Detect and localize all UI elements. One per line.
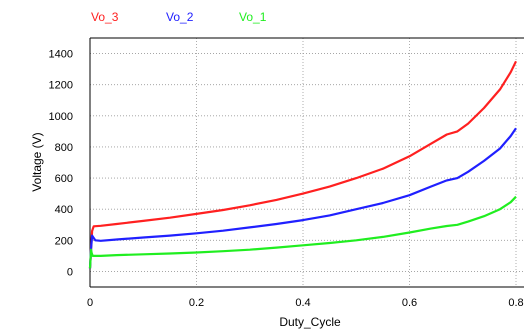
y-tick-labels: 0 200 400 600 800 1000 1200 1400 [49,49,73,279]
series-group [88,60,517,269]
x-tick-labels: 0 0.2 0.4 0.6 0.8 [87,297,524,309]
x-tick-label: 0.8 [508,297,523,309]
y-tick-label: 1200 [49,80,73,92]
x-tick-label: 0 [87,297,93,309]
y-tick-label: 200 [55,235,73,247]
legend-entry-vo-2: Vo_2 [166,10,194,24]
y-axis-label: Voltage (V) [30,132,44,191]
series-line-vo-2 [88,127,517,269]
legend-entry-vo-3: Vo_3 [91,10,119,24]
y-tick-label: 0 [67,266,73,278]
legend-entry-vo-1: Vo_1 [239,10,267,24]
x-axis-label: Duty_Cycle [279,315,341,329]
plot-area [90,38,524,287]
legend: Vo_3 Vo_2 Vo_1 [91,10,267,24]
y-tick-label: 600 [55,173,73,185]
x-tick-label: 0.4 [295,297,310,309]
series-line-vo-3 [88,60,517,269]
y-tick-label: 1400 [49,49,73,61]
x-tick-label: 0.6 [402,297,417,309]
y-tick-label: 800 [55,142,73,154]
y-tick-label: 1000 [49,111,73,123]
y-tick-label: 400 [55,204,73,216]
x-tick-label: 0.2 [189,297,204,309]
series-line-vo-1 [88,195,517,269]
